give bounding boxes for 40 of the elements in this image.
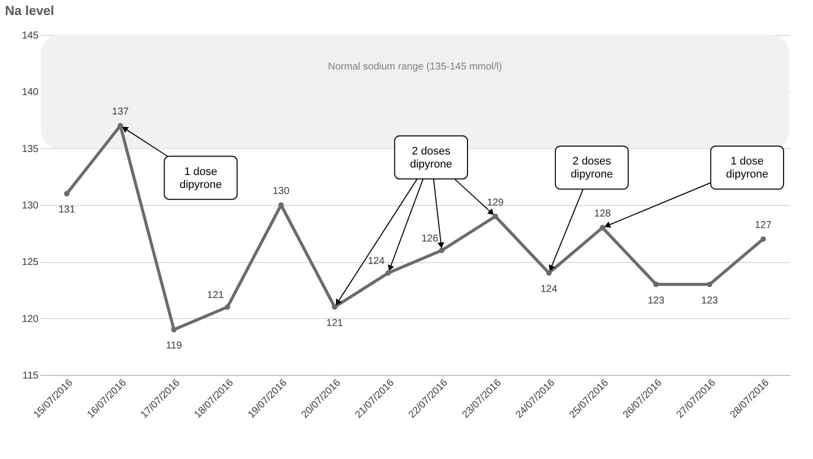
point xyxy=(706,282,712,288)
annotation: 2 doses dipyrone xyxy=(570,156,613,181)
band-label: Normal sodium range (135-145 mmol/l) xyxy=(328,62,502,73)
y-tick-label: 120 xyxy=(22,314,39,325)
point xyxy=(64,190,70,196)
y-tick-label: 140 xyxy=(22,87,39,98)
point xyxy=(332,304,338,310)
point xyxy=(600,224,606,230)
data-label: 121 xyxy=(207,290,224,301)
point xyxy=(546,270,552,276)
point xyxy=(171,326,177,332)
point xyxy=(760,236,766,242)
y-tick-label: 135 xyxy=(22,144,39,155)
data-label: 130 xyxy=(272,186,290,197)
annotation: 2 doses dipyrone xyxy=(410,145,452,170)
data-label: 131 xyxy=(58,204,76,216)
annotation: 1 dose dipyrone xyxy=(180,166,222,191)
y-tick-label: 125 xyxy=(22,257,39,268)
data-label: 119 xyxy=(166,340,182,352)
point xyxy=(118,122,124,128)
data-label: 124 xyxy=(540,284,558,295)
point xyxy=(224,304,230,310)
point xyxy=(439,248,445,254)
annotation: 1 dose dipyrone xyxy=(726,156,768,181)
data-label: 126 xyxy=(421,233,439,244)
data-label: 124 xyxy=(368,256,385,267)
chart-title: Na level xyxy=(5,3,54,18)
point xyxy=(385,270,391,276)
data-label: 128 xyxy=(594,208,612,220)
y-tick-label: 115 xyxy=(22,370,39,382)
data-label: 121 xyxy=(326,318,344,329)
data-label: 137 xyxy=(112,106,130,118)
data-label: 123 xyxy=(648,295,665,306)
data-label: 129 xyxy=(487,197,504,208)
point xyxy=(653,282,659,288)
data-label: 127 xyxy=(754,220,772,231)
y-tick-label: 130 xyxy=(22,200,39,212)
data-label: 123 xyxy=(701,295,718,306)
point xyxy=(492,214,498,220)
y-tick-label: 145 xyxy=(22,30,39,42)
